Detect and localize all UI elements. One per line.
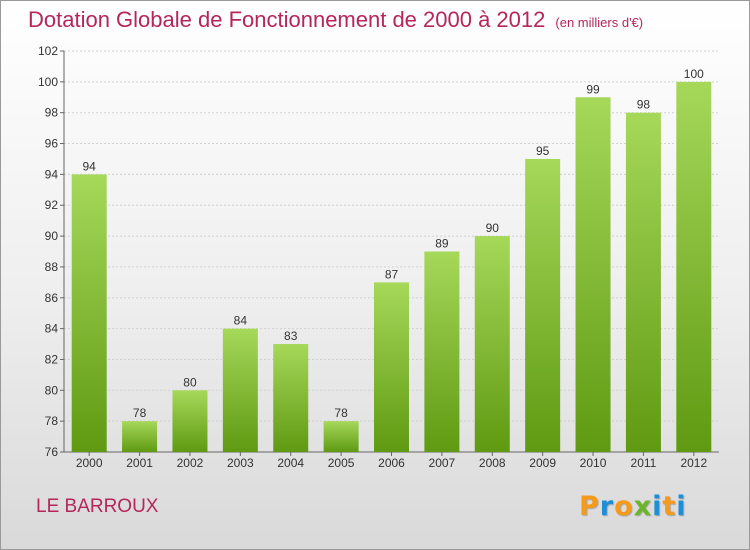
bar-value-label: 84 (234, 314, 248, 328)
bar (323, 421, 359, 452)
x-tick-label: 2012 (680, 456, 707, 470)
x-tick-label: 2011 (631, 456, 657, 470)
bar-value-label: 90 (486, 221, 500, 235)
logo-letter: i (652, 491, 663, 522)
bar-value-label: 99 (586, 82, 600, 96)
bar-value-label: 98 (637, 98, 651, 112)
bar (71, 174, 107, 452)
proxiti-logo: Proxiti (579, 491, 687, 522)
y-tick-label: 100 (38, 75, 58, 89)
y-tick-label: 102 (38, 44, 58, 58)
y-tick-label: 88 (45, 260, 59, 274)
chart-subtitle: (en milliers d'€) (555, 15, 644, 30)
y-tick-label: 78 (45, 414, 59, 428)
logo-letter: x (633, 491, 653, 522)
x-tick-label: 2000 (76, 456, 103, 470)
chart-title-text: Dotation Globale de Fonctionnement de 20… (28, 7, 546, 32)
bar (525, 158, 561, 452)
x-tick-label: 2007 (429, 456, 456, 470)
y-tick-label: 82 (45, 352, 59, 366)
bar-value-label: 95 (536, 144, 550, 158)
x-tick-label: 2004 (277, 456, 304, 470)
bar (575, 97, 611, 453)
y-tick-label: 80 (45, 383, 59, 397)
bar (424, 251, 460, 452)
x-tick-label: 2003 (227, 456, 254, 470)
y-tick-label: 98 (45, 106, 59, 120)
logo-letter: o (614, 491, 634, 522)
y-tick-label: 94 (45, 167, 59, 181)
logo-letter: t (662, 491, 677, 522)
bar-value-label: 100 (684, 67, 704, 81)
x-tick-label: 2009 (529, 456, 556, 470)
logo-letter: P (579, 491, 600, 522)
bar (676, 81, 712, 452)
x-tick-label: 2006 (378, 456, 405, 470)
bar-value-label: 94 (83, 159, 97, 173)
bar-value-label: 83 (284, 329, 298, 343)
x-tick-label: 2005 (328, 456, 355, 470)
y-tick-label: 96 (45, 137, 59, 151)
bar-value-label: 87 (385, 267, 399, 281)
bar (222, 328, 258, 452)
bar-value-label: 80 (183, 375, 197, 389)
bar (625, 112, 661, 452)
x-tick-label: 2001 (126, 456, 153, 470)
bars (71, 81, 712, 453)
chart-title: Dotation Globale de Fonctionnement de 20… (28, 7, 643, 33)
bar (122, 421, 158, 452)
commune-name: LE BARROUX (36, 496, 159, 517)
x-tick-label: 2002 (177, 456, 204, 470)
y-tick-label: 90 (45, 229, 59, 243)
bar-value-label: 78 (334, 406, 348, 420)
y-tick-label: 86 (45, 291, 59, 305)
labels: 76 78 80 82 84 86 88 90 92 94 96 98 100 102 94 2000 78 20… (38, 44, 708, 470)
bar (374, 282, 409, 452)
bar (474, 236, 510, 452)
y-tick-label: 76 (45, 445, 59, 459)
bar (172, 390, 208, 452)
logo-letter: i (676, 491, 687, 522)
logo-letter: r (599, 491, 615, 522)
x-tick-label: 2010 (580, 456, 607, 470)
bar-value-label: 89 (435, 237, 449, 251)
y-tick-label: 84 (45, 322, 59, 336)
y-tick-label: 92 (45, 198, 59, 212)
x-tick-label: 2008 (479, 456, 506, 470)
bar (273, 344, 309, 452)
bar-value-label: 78 (133, 406, 147, 420)
